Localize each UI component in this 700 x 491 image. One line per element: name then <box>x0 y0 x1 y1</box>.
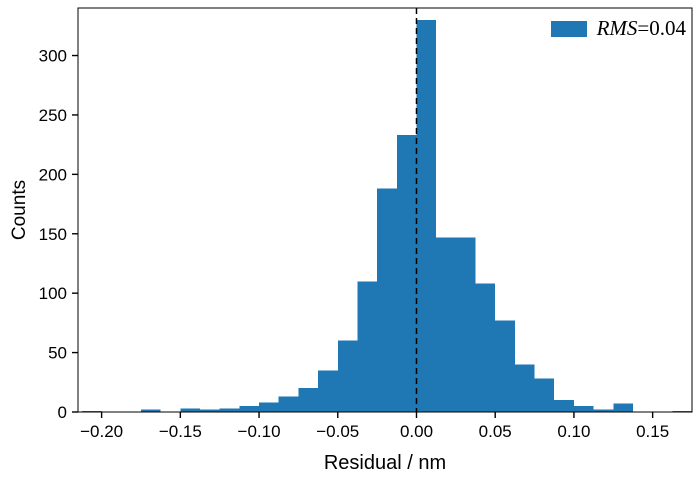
x-tick-label: −0.20 <box>80 422 123 441</box>
histogram-bar <box>278 396 299 412</box>
histogram-bar <box>593 409 614 412</box>
legend: RMS=0.04 <box>550 16 686 41</box>
histogram-bar <box>554 400 574 412</box>
histogram-bar <box>140 409 161 412</box>
plot-border <box>77 7 693 413</box>
histogram-bar <box>337 340 358 412</box>
legend-swatch-icon <box>550 20 587 37</box>
legend-label: RMS=0.04 <box>597 16 686 41</box>
y-tick-label: 150 <box>39 225 67 244</box>
x-tick-label: −0.10 <box>238 422 281 441</box>
y-tick-label: 200 <box>39 165 67 184</box>
histogram-bar <box>377 188 397 412</box>
histogram-bar <box>259 402 279 412</box>
histogram-bar <box>396 135 417 412</box>
y-tick-label: 300 <box>39 47 67 66</box>
x-axis-label: Residual / nm <box>323 452 447 474</box>
y-tick-label: 50 <box>48 344 67 363</box>
histogram-bar <box>514 364 535 412</box>
histogram-bar <box>239 406 260 412</box>
y-tick-label: 100 <box>39 284 67 303</box>
histogram-bar <box>475 283 496 412</box>
histogram-bar <box>318 370 338 412</box>
histogram-bar <box>357 281 378 412</box>
legend-value-text: =0.04 <box>637 16 686 40</box>
histogram-bar <box>200 409 220 412</box>
histogram-bar <box>534 378 555 412</box>
y-tick-label: 0 <box>58 403 67 422</box>
legend-rms-text: RMS <box>596 16 638 40</box>
x-tick-label: 0.05 <box>479 422 512 441</box>
x-tick-label: −0.15 <box>159 422 202 441</box>
histogram-bar <box>495 320 515 412</box>
histogram-bar <box>573 406 594 412</box>
histogram-bar <box>455 237 476 412</box>
x-tick-label: 0.10 <box>557 422 590 441</box>
y-axis-label: Counts <box>9 179 30 241</box>
histogram-bar <box>180 408 201 412</box>
y-tick-label: 250 <box>39 106 67 125</box>
x-tick-label: −0.05 <box>316 422 359 441</box>
histogram-bar <box>298 388 319 412</box>
histogram-bar <box>613 403 633 412</box>
x-tick-label: 0.00 <box>400 422 433 441</box>
histogram-bar <box>436 237 456 412</box>
x-tick-label: 0.15 <box>636 422 669 441</box>
histogram-bar <box>416 19 437 412</box>
histogram-bar <box>219 408 240 412</box>
